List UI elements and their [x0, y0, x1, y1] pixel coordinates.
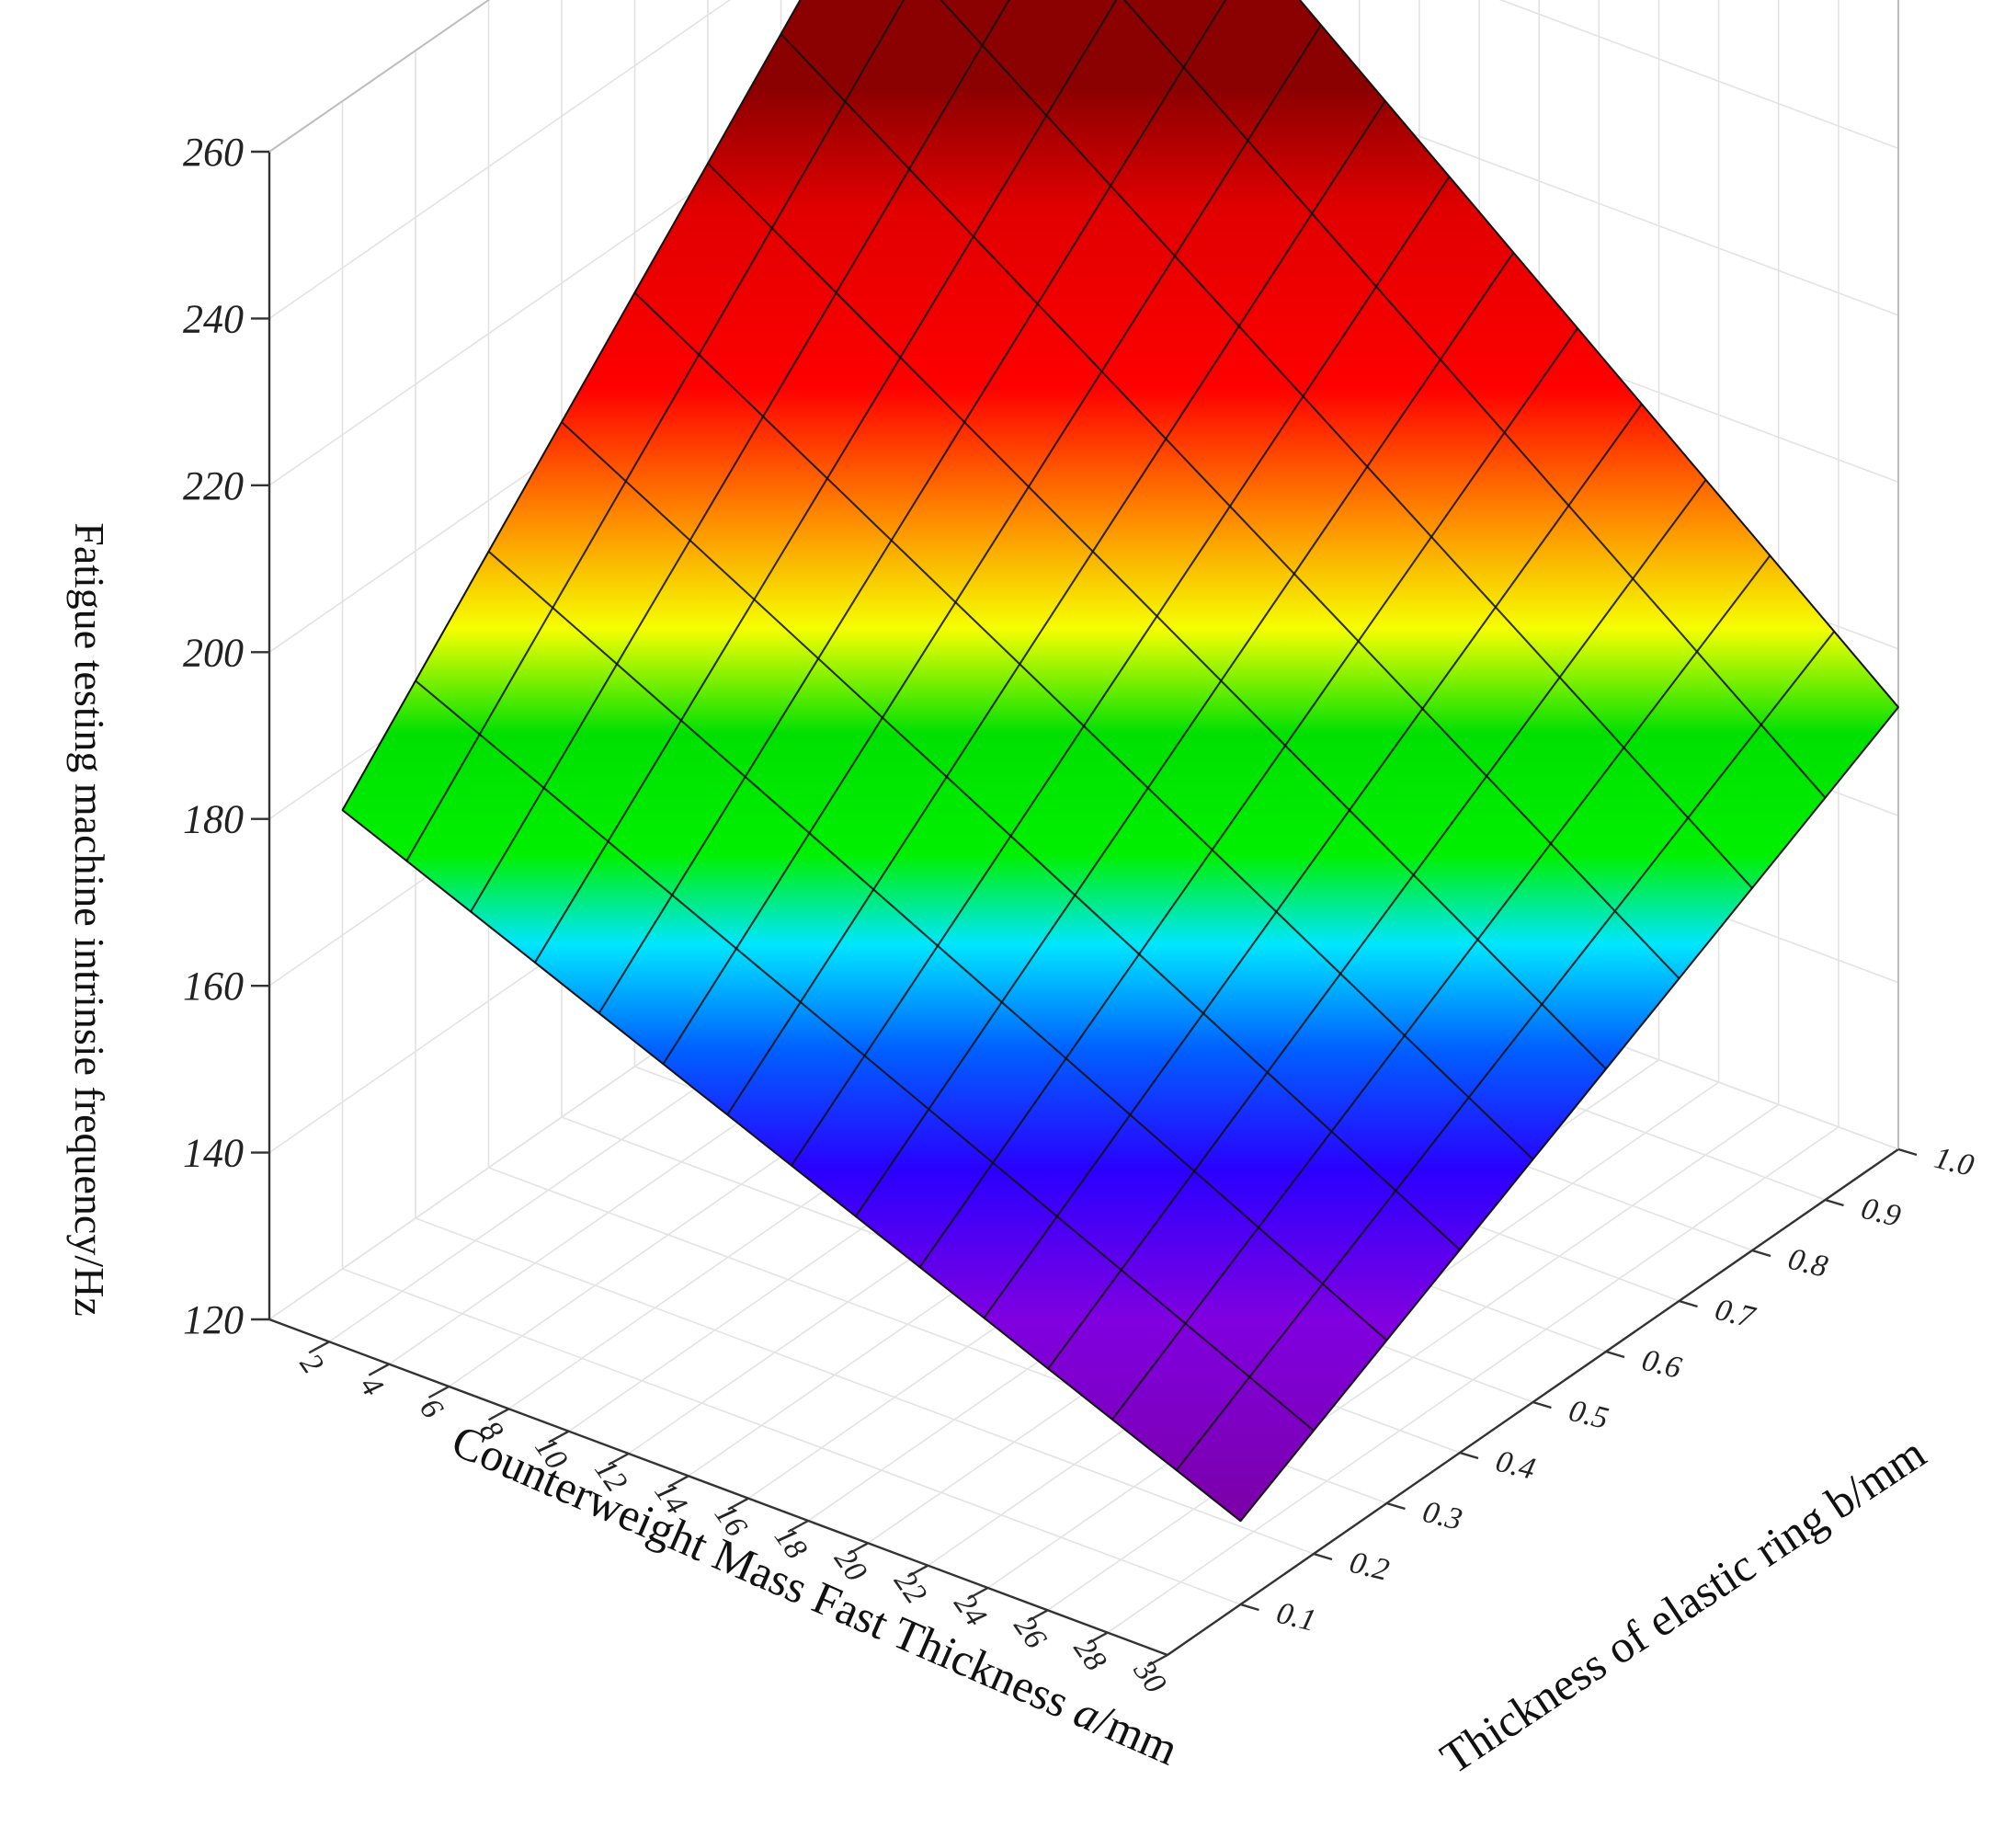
surface-mesh-line-x: [341, 0, 802, 811]
y-tick-label: 0.9: [1858, 1192, 1904, 1234]
x-axis-line: [268, 1318, 1168, 1657]
x-tick-mark: [1087, 1631, 1109, 1645]
x-tick-mark: [967, 1586, 989, 1601]
x-tick-mark: [487, 1408, 510, 1421]
y-tick-label: 1.0: [1931, 1141, 1976, 1183]
x-tick-label: 26: [1007, 1610, 1053, 1655]
surface-mesh-line-x: [534, 0, 1118, 964]
surface-mesh-line-x: [1111, 554, 1771, 1421]
y-tick-label: 0.8: [1784, 1242, 1830, 1284]
x-tick-label: 24: [947, 1587, 993, 1632]
surface-mesh-line-y: [1298, 0, 1899, 708]
x-tick-mark: [1146, 1653, 1168, 1668]
surface-mesh-line-x: [662, 24, 1322, 1065]
y-tick-mark: [1679, 1299, 1698, 1308]
y-tick-label: 0.1: [1273, 1596, 1319, 1638]
surface-mesh-line-y: [780, 33, 1680, 979]
y-tick-label: 0.5: [1566, 1394, 1612, 1436]
surface-mesh-line-y: [487, 550, 1388, 1341]
x-tick-mark: [847, 1542, 869, 1556]
y-tick-mark: [1459, 1451, 1479, 1460]
x-tick-mark: [906, 1564, 929, 1578]
x-axis-title: Counterweight Mass Fast Thickness a/mm: [445, 1414, 1186, 1775]
x-tick-mark: [608, 1452, 630, 1467]
surface-mesh-line-y: [940, 0, 1753, 889]
surface-mesh-line-x: [918, 327, 1578, 1268]
y-tick-mark: [1386, 1501, 1406, 1511]
y-tick-mark: [1532, 1400, 1552, 1409]
x-tick-mark: [727, 1497, 749, 1511]
z-axis-ticks: 120 140 160 180 200 220 240 260: [183, 130, 269, 1342]
surface-mesh-line-y: [561, 421, 1461, 1251]
box-top-edges: [268, 0, 1899, 1149]
surface-mesh-line-x: [405, 0, 905, 862]
y-tick-mark: [1240, 1603, 1259, 1612]
x-tick-mark: [1027, 1609, 1049, 1623]
x-tick-mark: [787, 1519, 809, 1534]
z-tick-label: 120: [183, 1297, 244, 1342]
z-tick-label: 260: [183, 130, 244, 175]
y-tick-label: 0.4: [1492, 1444, 1538, 1487]
z-axis-title: Fatigue testing machine intrinsie freque…: [66, 522, 113, 1317]
y-tick-label: 0.2: [1346, 1546, 1392, 1588]
z-tick-label: 220: [183, 463, 244, 508]
surface-mesh-line-x: [791, 176, 1451, 1167]
z-tick-label: 160: [183, 964, 244, 1009]
surface-mesh-line-x: [854, 252, 1515, 1217]
surface-mesh-line-x: [470, 0, 1010, 913]
surface-mesh-line-y: [633, 291, 1534, 1160]
y-tick-mark: [1313, 1552, 1333, 1561]
surface-mesh-line-x: [598, 0, 1227, 1014]
x-tick-mark: [667, 1475, 689, 1489]
surface-mesh-line-y: [707, 162, 1607, 1070]
x-tick-label: 30: [1126, 1654, 1172, 1700]
surface-mesh-line-x: [726, 100, 1386, 1115]
y-tick-mark: [1897, 1147, 1918, 1157]
x-tick-mark: [368, 1363, 390, 1376]
wall-gridline-y: [341, 101, 1241, 1605]
wall-gridline-y: [415, 51, 1315, 1555]
surface: [341, 0, 1899, 1523]
x-tick-mark: [427, 1385, 450, 1399]
z-tick-label: 140: [183, 1131, 244, 1176]
x-tick-mark: [308, 1341, 330, 1354]
x-tick-mark: [548, 1430, 570, 1444]
surface-mesh-line-y: [1122, 0, 1827, 799]
z-tick-label: 200: [183, 630, 244, 675]
y-tick-label: 0.7: [1712, 1293, 1760, 1336]
surface-mesh-line-x: [1175, 631, 1836, 1471]
z-tick-label: 180: [183, 797, 244, 842]
x-axis-title-unit: /mm: [1088, 1695, 1186, 1775]
y-tick-label: 0.6: [1638, 1343, 1684, 1386]
z-tick-label: 240: [183, 296, 244, 341]
y-tick-mark: [1751, 1249, 1771, 1258]
surface-mesh-line-x: [983, 403, 1643, 1319]
y-tick-mark: [1605, 1350, 1625, 1359]
surface-mesh-line-y: [415, 679, 1315, 1432]
x-tick-label: 28: [1067, 1632, 1113, 1677]
surface-mesh-line-x: [1047, 479, 1707, 1370]
surface-mesh-line-y: [341, 809, 1242, 1523]
x-axis-title-prefix: Counterweight Mass Fast Thickness: [445, 1414, 1088, 1732]
surface-mesh-line-x: [1239, 706, 1899, 1522]
y-tick-mark: [1825, 1198, 1844, 1207]
y-tick-label: 0.3: [1419, 1495, 1465, 1537]
